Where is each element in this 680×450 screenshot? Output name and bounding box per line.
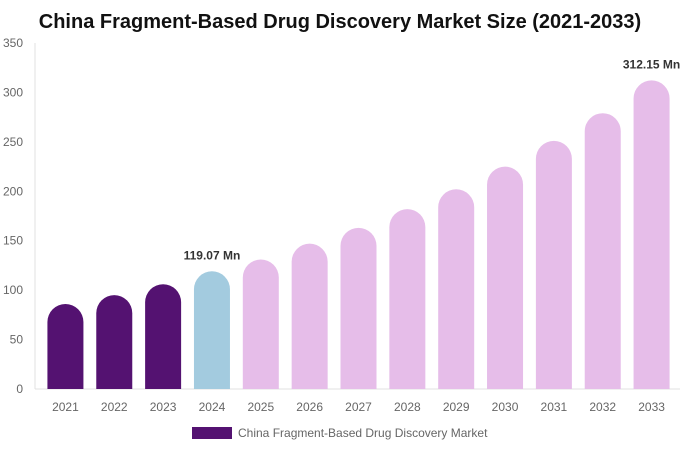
- x-tick-label: 2030: [492, 400, 519, 414]
- bar-2021: [47, 303, 84, 389]
- legend-label: China Fragment-Based Drug Discovery Mark…: [238, 426, 488, 440]
- data-labels: 119.07 Mn 312.15 Mn: [184, 57, 680, 262]
- legend-swatch: [192, 427, 232, 439]
- x-tick-label: 2033: [638, 400, 665, 414]
- chart-title: China Fragment-Based Drug Discovery Mark…: [39, 11, 641, 33]
- x-tick-label: 2025: [247, 400, 274, 414]
- y-tick-label: 100: [3, 283, 23, 297]
- bar-2027: [340, 227, 377, 389]
- bar-2022: [96, 295, 133, 389]
- bar-2026: [291, 243, 328, 389]
- y-tick-label: 350: [3, 36, 23, 50]
- y-axis: 0 50 100 150 200 250 300 350: [3, 36, 680, 396]
- bar-2025: [242, 259, 279, 389]
- bars: [47, 80, 670, 390]
- bar-2033: [633, 80, 670, 390]
- bar-2029: [438, 189, 475, 389]
- y-tick-label: 50: [10, 333, 24, 347]
- legend: China Fragment-Based Drug Discovery Mark…: [192, 426, 488, 440]
- data-label: 312.15 Mn: [623, 57, 680, 71]
- y-tick-label: 300: [3, 85, 23, 99]
- bar-2028: [389, 209, 426, 389]
- y-tick-label: 150: [3, 234, 23, 248]
- x-tick-label: 2029: [443, 400, 470, 414]
- y-tick-label: 250: [3, 135, 23, 149]
- x-tick-label: 2032: [589, 400, 616, 414]
- data-label: 119.07 Mn: [184, 248, 241, 262]
- x-tick-label: 2026: [296, 400, 323, 414]
- x-tick-label: 2022: [101, 400, 128, 414]
- x-tick-label: 2021: [52, 400, 79, 414]
- y-tick-label: 0: [16, 382, 23, 396]
- bar-2024: [193, 271, 230, 389]
- x-axis: 2021 2022 2023 2024 2025 2026 2027 2028 2029 2030…: [52, 400, 665, 414]
- x-tick-label: 2027: [345, 400, 372, 414]
- x-tick-label: 2023: [150, 400, 177, 414]
- bar-2030: [487, 166, 524, 389]
- x-tick-label: 2028: [394, 400, 421, 414]
- bar-2032: [584, 113, 621, 389]
- x-tick-label: 2024: [199, 400, 226, 414]
- y-tick-label: 200: [3, 184, 23, 198]
- bar-2023: [145, 284, 182, 389]
- bar-2031: [535, 140, 572, 389]
- x-tick-label: 2031: [541, 400, 568, 414]
